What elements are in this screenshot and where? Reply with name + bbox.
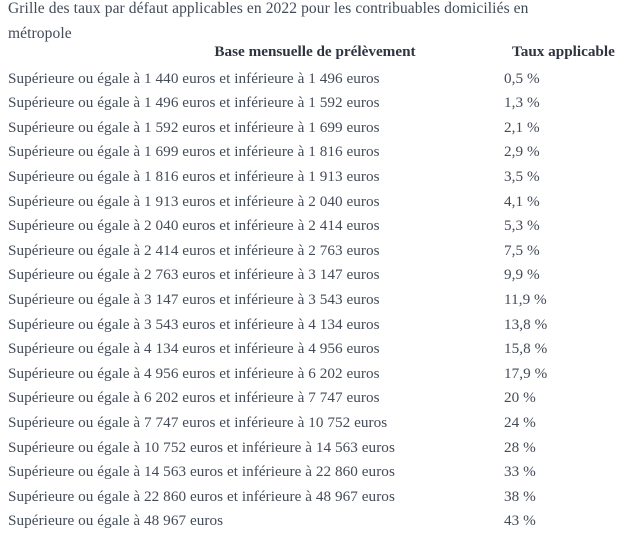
cell-base: Supérieure ou égale à 4 134 euros et inf… [8, 340, 380, 358]
cell-base: Supérieure ou égale à 22 860 euros et in… [8, 487, 395, 505]
cell-rate: 7,5 % [504, 241, 540, 259]
cell-base: Supérieure ou égale à 2 414 euros et inf… [8, 241, 380, 259]
cell-rate: 4,1 % [504, 192, 540, 210]
table-row: Supérieure ou égale à 1 913 euros et inf… [0, 190, 629, 215]
cell-base: Inférieure à 1 440 euros [8, 45, 155, 62]
cell-rate: 43 % [504, 512, 536, 530]
cell-base: Supérieure ou égale à 1 816 euros et inf… [8, 167, 380, 185]
table-row: Supérieure ou égale à 3 543 euros et inf… [0, 313, 629, 338]
table-row: Supérieure ou égale à 2 414 euros et inf… [0, 239, 629, 264]
cell-base: Supérieure ou égale à 10 752 euros et in… [8, 438, 395, 456]
table-body: Inférieure à 1 440 euros 0 % Supérieure ou… [0, 42, 629, 534]
table-row: Supérieure ou égale à 14 563 euros et in… [0, 460, 629, 485]
cell-base: Supérieure ou égale à 4 956 euros et inf… [8, 364, 380, 382]
table-row: Supérieure ou égale à 1 496 euros et inf… [0, 91, 629, 116]
cell-rate: 33 % [504, 463, 536, 481]
cell-base: Supérieure ou égale à 1 496 euros et inf… [8, 94, 380, 112]
table-row: Supérieure ou égale à 10 752 euros et in… [0, 436, 629, 461]
cell-base: Supérieure ou égale à 1 440 euros et inf… [8, 69, 380, 87]
cell-rate: 2,1 % [504, 118, 540, 136]
cell-rate: 1,3 % [504, 94, 540, 112]
cell-base: Supérieure ou égale à 6 202 euros et inf… [8, 389, 380, 407]
cell-rate: 9,9 % [504, 266, 540, 284]
cell-base: Supérieure ou égale à 7 747 euros et inf… [8, 413, 388, 431]
cell-base: Supérieure ou égale à 1 592 euros et inf… [8, 118, 380, 136]
cell-rate: 13,8 % [504, 315, 548, 333]
cell-rate: 0 % [504, 45, 529, 62]
cell-base: Supérieure ou égale à 48 967 euros [8, 512, 224, 530]
caption-text: Grille des taux par défaut applicables e… [8, 0, 529, 42]
cell-rate: 11,9 % [504, 290, 547, 308]
cell-base: Supérieure ou égale à 1 699 euros et inf… [8, 143, 380, 161]
table-row: Supérieure ou égale à 1 816 euros et inf… [0, 165, 629, 190]
table-row: Supérieure ou égale à 7 747 euros et inf… [0, 411, 629, 436]
table-row: Supérieure ou égale à 1 699 euros et inf… [0, 140, 629, 165]
table-row: Supérieure ou égale à 1 592 euros et inf… [0, 116, 629, 141]
default-rates-table: Base mensuelle de prélèvement Taux appli… [0, 42, 629, 534]
table-row: Supérieure ou égale à 3 147 euros et inf… [0, 288, 629, 313]
table-row: Supérieure ou égale à 4 956 euros et inf… [0, 362, 629, 387]
cell-rate: 5,3 % [504, 217, 540, 235]
cell-base: Supérieure ou égale à 3 147 euros et inf… [8, 290, 380, 308]
cell-rate: 38 % [504, 487, 536, 505]
table-caption: Grille des taux par défaut applicables e… [8, 0, 583, 46]
cell-rate: 24 % [504, 413, 536, 431]
cell-base: Supérieure ou égale à 2 763 euros et inf… [8, 266, 380, 284]
cell-rate: 28 % [504, 438, 536, 456]
table-row: Supérieure ou égale à 2 763 euros et inf… [0, 263, 629, 288]
cell-base: Supérieure ou égale à 2 040 euros et inf… [8, 217, 380, 235]
table-row: Supérieure ou égale à 1 440 euros et inf… [0, 67, 629, 92]
cell-base: Supérieure ou égale à 14 563 euros et in… [8, 463, 395, 481]
cell-rate: 20 % [504, 389, 536, 407]
table-row: Supérieure ou égale à 2 040 euros et inf… [0, 214, 629, 239]
table-row: Inférieure à 1 440 euros 0 % [0, 42, 629, 67]
cell-rate: 3,5 % [504, 167, 540, 185]
table-row: Supérieure ou égale à 22 860 euros et in… [0, 485, 629, 510]
cell-base: Supérieure ou égale à 1 913 euros et inf… [8, 192, 380, 210]
cell-rate: 15,8 % [504, 340, 548, 358]
table-row: Supérieure ou égale à 6 202 euros et inf… [0, 386, 629, 411]
cell-rate: 0,5 % [504, 69, 540, 87]
cell-rate: 2,9 % [504, 143, 540, 161]
table-row: Supérieure ou égale à 48 967 euros 43 % [0, 509, 629, 534]
table-scroll-content: Base mensuelle de prélèvement Taux appli… [0, 42, 629, 534]
table-row: Supérieure ou égale à 4 134 euros et inf… [0, 337, 629, 362]
cell-base: Supérieure ou égale à 3 543 euros et inf… [8, 315, 380, 333]
table-scroll-region[interactable]: Base mensuelle de prélèvement Taux appli… [0, 42, 629, 543]
cell-rate: 17,9 % [504, 364, 548, 382]
